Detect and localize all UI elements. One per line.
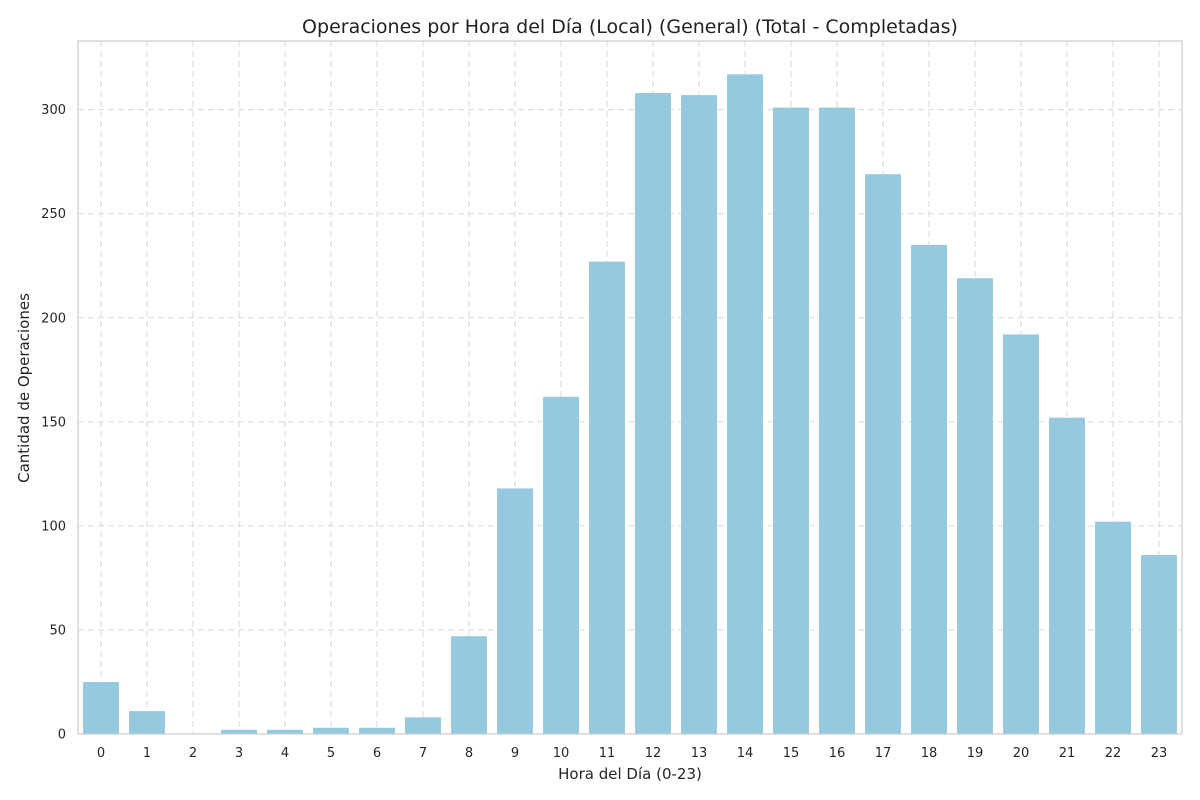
y-tick-label: 250 [41, 207, 66, 222]
x-tick-label: 13 [691, 746, 708, 761]
x-tick-label: 0 [97, 746, 105, 761]
y-axis-label: Cantidad de Operaciones [15, 293, 33, 483]
x-tick-label: 7 [419, 746, 427, 761]
y-tick-label: 50 [49, 623, 66, 638]
bar-hour-17 [865, 174, 901, 734]
bar-hour-16 [819, 107, 855, 734]
y-tick-label: 100 [41, 519, 66, 534]
x-tick-label: 18 [921, 746, 938, 761]
x-tick-label: 10 [553, 746, 570, 761]
bar-hour-0 [83, 681, 119, 734]
x-tick-label: 19 [967, 746, 984, 761]
x-tick-label: 5 [327, 746, 335, 761]
bars-layer [83, 74, 1177, 735]
y-tick-label: 0 [58, 728, 66, 743]
x-tick-label: 1 [143, 746, 151, 761]
x-tick-label: 6 [373, 746, 381, 761]
bar-hour-13 [681, 95, 717, 735]
x-tick-label: 20 [1013, 746, 1030, 761]
bar-hour-14 [727, 74, 763, 734]
x-tick-label: 8 [465, 746, 473, 761]
bar-hour-23 [1141, 555, 1177, 734]
x-tick-labels: 0 1 2 3 4 5 6 7 8 9 10 11 12 13 14 15 16 17 18 19 20 21 22 23 [97, 746, 1167, 761]
x-tick-label: 16 [829, 746, 846, 761]
bar-hour-10 [543, 396, 579, 734]
x-tick-label: 9 [511, 746, 519, 761]
bar-hour-22 [1095, 521, 1131, 734]
bar-hour-4 [267, 729, 303, 734]
bar-hour-15 [773, 107, 809, 734]
y-tick-labels: 0 50 100 150 200 250 300 [41, 103, 66, 742]
bar-hour-20 [1003, 334, 1039, 734]
x-tick-label: 21 [1059, 746, 1076, 761]
bar-hour-19 [957, 278, 993, 734]
bar-hour-7 [405, 717, 441, 734]
bar-hour-1 [129, 711, 165, 734]
x-tick-label: 11 [599, 746, 616, 761]
y-tick-label: 150 [41, 415, 66, 430]
x-tick-label: 12 [645, 746, 662, 761]
bar-hour-5 [313, 727, 349, 734]
x-tick-label: 2 [189, 746, 197, 761]
bar-hour-11 [589, 261, 625, 734]
x-tick-label: 14 [737, 746, 754, 761]
y-tick-label: 200 [41, 311, 66, 326]
bar-hour-12 [635, 93, 671, 734]
bar-hour-3 [221, 729, 257, 734]
x-tick-label: 15 [783, 746, 800, 761]
x-tick-label: 3 [235, 746, 243, 761]
bar-hour-18 [911, 244, 947, 734]
chart-title: Operaciones por Hora del Día (Local) (Ge… [302, 16, 958, 38]
x-tick-label: 23 [1151, 746, 1168, 761]
x-tick-label: 17 [875, 746, 892, 761]
x-axis-label: Hora del Día (0-23) [558, 765, 702, 783]
bar-hour-9 [497, 488, 533, 734]
bar-hour-6 [359, 727, 395, 734]
y-tick-label: 300 [41, 103, 66, 118]
plot-frame [77, 40, 1183, 735]
bar-hour-8 [451, 636, 487, 734]
x-tick-label: 22 [1105, 746, 1122, 761]
x-tick-label: 4 [281, 746, 289, 761]
bar-hour-21 [1049, 417, 1085, 734]
